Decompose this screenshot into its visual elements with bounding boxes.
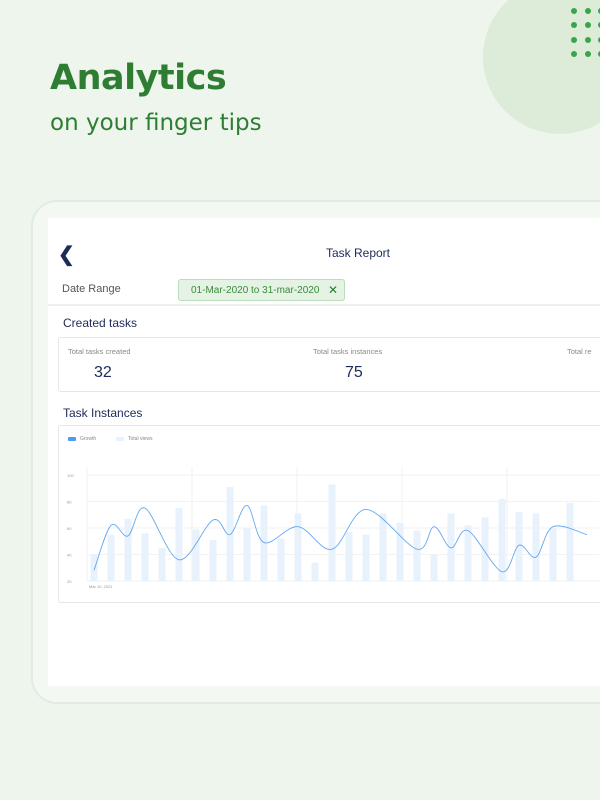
stats-card: Total tasks created 32 Total tasks insta… — [58, 337, 600, 392]
bar — [396, 522, 404, 581]
bar — [566, 502, 574, 581]
bar — [447, 513, 455, 581]
legend-label: Growth — [80, 436, 97, 442]
bar — [413, 530, 421, 581]
y-tick-label: 60 — [67, 526, 72, 531]
legend-swatch — [116, 437, 124, 441]
bar — [107, 534, 115, 581]
stat-value: 75 — [345, 364, 363, 381]
y-tick-label: 100 — [67, 473, 74, 478]
bar — [192, 529, 200, 581]
hero-subtitle: on your finger tips — [50, 110, 262, 136]
legend-views[interactable]: Total views — [116, 436, 152, 442]
bar — [532, 513, 540, 581]
bar — [311, 562, 319, 581]
bar — [294, 513, 302, 581]
legend-swatch — [68, 437, 76, 441]
bar — [515, 512, 523, 581]
chart-card: Growth Total views 20 40 60 80 100 Mar 10, 20… — [58, 425, 600, 603]
date-range-label: Date Range — [62, 283, 121, 295]
y-tick-label: 20 — [67, 579, 72, 584]
bar — [328, 484, 336, 581]
decor-dots — [571, 8, 600, 57]
bar — [124, 518, 132, 581]
stat-label: Total tasks instances — [313, 347, 383, 356]
page-title: Task Report — [325, 246, 391, 260]
x-tick-label: Mar 10, 2021 — [89, 584, 113, 589]
bar — [379, 513, 387, 581]
date-range-chip[interactable]: 01-Mar-2020 to 31-mar-2020 ✕ — [178, 279, 345, 301]
legend-growth[interactable]: Growth — [68, 436, 96, 442]
bar — [158, 547, 166, 581]
bar — [175, 508, 183, 581]
y-tick-label: 40 — [67, 553, 72, 558]
back-arrow-icon[interactable]: ❮ — [58, 244, 75, 266]
bar — [277, 538, 285, 581]
created-tasks-heading: Created tasks — [63, 316, 138, 330]
bar — [464, 525, 472, 581]
stat-label: Total tasks created — [68, 347, 131, 356]
bar — [260, 505, 268, 581]
bar — [362, 534, 370, 581]
legend-label: Total views — [128, 436, 153, 442]
bar — [90, 554, 98, 581]
bar — [209, 539, 217, 581]
bar — [481, 517, 489, 581]
bar — [141, 533, 149, 581]
date-range-value: 01-Mar-2020 to 31-mar-2020 — [191, 285, 320, 296]
stat-label: Total re — [567, 347, 592, 356]
bar — [226, 486, 234, 581]
decor-background — [483, 0, 600, 134]
bar — [243, 528, 251, 581]
top-bar: ❮ Task Report — [48, 218, 600, 276]
growth-line — [93, 505, 588, 573]
bar — [498, 498, 506, 581]
close-icon[interactable]: ✕ — [327, 283, 338, 297]
stat-value: 32 — [94, 364, 112, 381]
bar — [345, 531, 353, 581]
bar — [549, 528, 557, 581]
date-range-row: Date Range 01-Mar-2020 to 31-mar-2020 ✕ — [48, 276, 600, 306]
growth-chart: 20 40 60 80 100 Mar 10, 2021 — [67, 467, 599, 589]
bar — [430, 554, 438, 581]
y-tick-label: 80 — [67, 500, 72, 505]
decor-circle — [483, 0, 600, 134]
task-instances-heading: Task Instances — [63, 406, 143, 420]
app-screen: ❮ Task Report Date Range 01-Mar-2020 to … — [48, 218, 600, 686]
hero-title: Analytics — [50, 58, 227, 98]
